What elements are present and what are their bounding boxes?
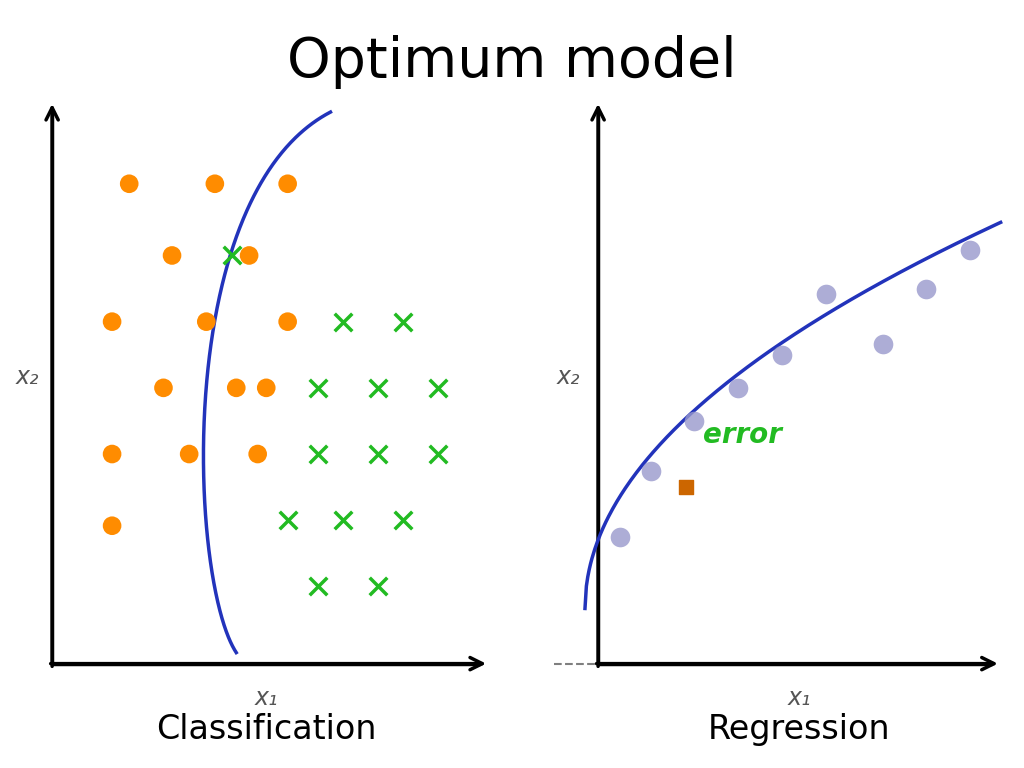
Point (250, 448, 266, 460)
Point (207, 177, 223, 190)
Point (395, 514, 412, 526)
Point (103, 448, 120, 460)
Point (429, 382, 445, 394)
Point (370, 382, 386, 394)
Point (198, 316, 214, 328)
Point (103, 520, 120, 532)
Point (224, 250, 241, 262)
Text: x₁: x₁ (787, 686, 811, 710)
Point (817, 288, 834, 300)
Point (121, 177, 137, 190)
Point (156, 382, 172, 394)
Point (280, 177, 296, 190)
Point (280, 514, 296, 526)
Point (919, 283, 935, 295)
Point (370, 448, 386, 460)
Point (241, 250, 257, 262)
Point (686, 415, 702, 427)
Text: x₁: x₁ (255, 686, 278, 710)
Text: Classification: Classification (156, 713, 377, 746)
Point (874, 338, 891, 350)
Point (335, 514, 351, 526)
Point (611, 531, 628, 543)
Text: Optimum model: Optimum model (287, 35, 737, 88)
Point (181, 448, 198, 460)
Point (642, 465, 658, 477)
Point (258, 382, 274, 394)
Point (103, 316, 120, 328)
Point (309, 382, 326, 394)
Point (309, 448, 326, 460)
Text: Regression: Regression (708, 713, 891, 746)
Point (370, 581, 386, 593)
Text: x₂: x₂ (557, 365, 581, 389)
Point (678, 481, 694, 493)
Text: x₂: x₂ (15, 365, 39, 389)
Point (164, 250, 180, 262)
Point (228, 382, 245, 394)
Point (395, 316, 412, 328)
Point (429, 448, 445, 460)
Point (962, 243, 978, 256)
Point (280, 316, 296, 328)
Point (730, 382, 746, 394)
Point (335, 316, 351, 328)
Text: error: error (703, 421, 782, 449)
Point (309, 581, 326, 593)
Point (774, 349, 791, 361)
